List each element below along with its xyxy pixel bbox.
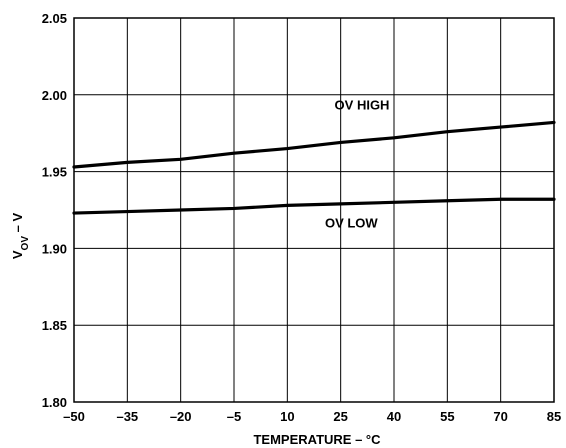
x-tick-label: 70 [493, 409, 507, 424]
series-labels: OV HIGH OV LOW [325, 97, 389, 230]
x-tick-label: 55 [440, 409, 454, 424]
grid [74, 18, 554, 402]
y-axis-title-suffix: – V [10, 213, 25, 236]
y-tick-label: 1.80 [42, 395, 67, 410]
y-tick-labels: 1.80 1.85 1.90 1.95 2.00 2.05 [42, 11, 67, 410]
series-lines [72, 120, 556, 215]
x-tick-label: –35 [116, 409, 138, 424]
series-label-ov-high: OV HIGH [335, 97, 390, 112]
y-tick-label: 1.90 [42, 241, 67, 256]
x-tick-label: 25 [333, 409, 347, 424]
y-axis-title: VOV – V [10, 213, 31, 260]
x-tick-label: –5 [227, 409, 241, 424]
x-tick-label: –20 [170, 409, 192, 424]
x-axis-title: TEMPERATURE – °C [253, 432, 381, 447]
series-label-ov-low: OV LOW [325, 216, 378, 231]
series-line-ov-low [72, 197, 556, 215]
x-tick-labels: –50 –35 –20 –5 10 25 40 55 70 85 [63, 409, 561, 424]
x-tick-label: 85 [547, 409, 561, 424]
plot-border [73, 17, 555, 403]
x-tick-label: –50 [63, 409, 85, 424]
y-tick-label: 1.85 [42, 318, 67, 333]
y-tick-label: 2.05 [42, 11, 67, 26]
y-tick-label: 2.00 [42, 88, 67, 103]
plot-frame [73, 17, 555, 403]
x-tick-label: 10 [280, 409, 294, 424]
y-axis-title-main: V [10, 250, 25, 259]
x-tick-label: 40 [387, 409, 401, 424]
y-tick-label: 1.95 [42, 165, 67, 180]
y-axis-title-subscript: OV [20, 236, 31, 251]
series-line-ov-high [72, 120, 556, 169]
